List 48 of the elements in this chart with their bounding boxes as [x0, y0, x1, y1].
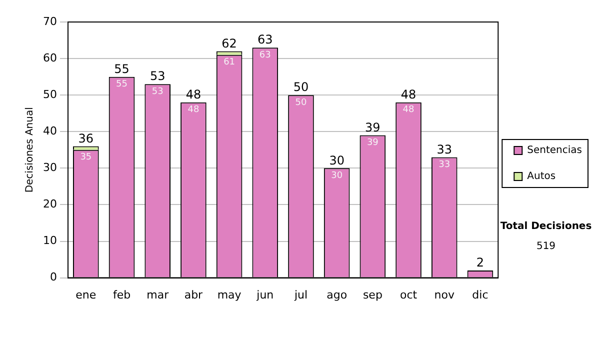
total-label: 50: [293, 80, 309, 94]
total-label: 2: [476, 256, 484, 270]
data-label: 33: [438, 160, 450, 170]
data-label: 50: [295, 98, 307, 108]
text: Total Decisiones: [500, 221, 592, 232]
x-tick-label: nov: [434, 288, 455, 302]
x-tick-label: ene: [76, 288, 96, 302]
x-tick-label: jun: [256, 288, 274, 302]
data-label: 55: [116, 80, 128, 90]
legend-label: Autos: [527, 171, 556, 182]
x-tick-label: abr: [184, 288, 204, 302]
total-label: 63: [258, 32, 273, 47]
total-label: 48: [400, 88, 416, 102]
total-label: 36: [78, 131, 94, 146]
total-label: 39: [365, 120, 380, 134]
y-axis-title: Decisiones Anual: [24, 107, 36, 193]
data-label: 63: [259, 50, 271, 60]
x-tick-label: oct: [400, 288, 418, 302]
data-label: 35: [80, 152, 92, 163]
total-label: 55: [114, 62, 130, 76]
y-tick-label: 30: [42, 161, 57, 174]
total-label: 30: [329, 153, 344, 168]
y-tick-label: 50: [42, 88, 57, 101]
total-label: 62: [222, 36, 237, 50]
total-label: 33: [436, 142, 452, 156]
data-label: 48: [188, 105, 200, 116]
x-tick-label: ago: [326, 288, 348, 302]
data-label: 61: [224, 58, 236, 68]
y-tick-label: 40: [42, 124, 57, 138]
legend-label: Sentencias: [527, 145, 582, 156]
data-label: 39: [366, 138, 379, 148]
data-label: 53: [152, 86, 164, 97]
total-label: 53: [150, 69, 166, 84]
x-tick-label: mar: [146, 288, 170, 302]
y-tick-label: 70: [42, 14, 57, 28]
text: 519: [536, 241, 556, 252]
x-tick-label: feb: [112, 288, 131, 302]
x-tick-label: jul: [293, 288, 308, 302]
total-label: 48: [186, 88, 202, 102]
y-tick-label: 60: [42, 51, 57, 64]
y-tick-label: 20: [42, 198, 57, 211]
x-tick-label: dic: [472, 288, 488, 302]
data-label: 30: [331, 171, 343, 182]
x-tick-label: may: [217, 288, 242, 302]
y-tick-label: 0: [50, 270, 57, 284]
x-tick-label: sep: [362, 288, 382, 302]
y-tick-label: 10: [42, 234, 57, 248]
data-label: 48: [402, 105, 415, 116]
